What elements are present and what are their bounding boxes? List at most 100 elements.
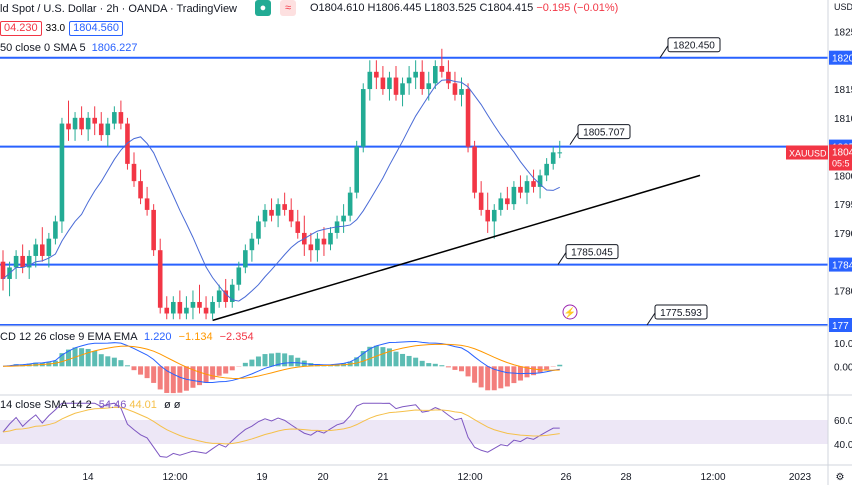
candle-body (478, 192, 484, 210)
macd-hist-bar (282, 353, 288, 367)
candle-body (92, 117, 97, 124)
ohlc-open: O1804.610 (310, 2, 365, 14)
candle-body (72, 117, 78, 130)
candle-body (511, 186, 517, 205)
macd-hist-bar (118, 360, 124, 367)
macd-hist-bar (452, 366, 458, 370)
rsi-tick: 40.00 (834, 440, 852, 451)
macd-hist-bar (151, 366, 157, 383)
countdown-value: 05:5 (832, 159, 850, 169)
candle-body (439, 66, 445, 72)
candle-body (79, 117, 84, 130)
rsi-pane (0, 402, 828, 458)
macd-hist-bar (465, 366, 471, 377)
symbol-tag (786, 145, 828, 160)
dot-green-icon[interactable]: ● (255, 0, 271, 16)
candle-body (66, 123, 71, 130)
macd-hist-bar (85, 348, 91, 367)
macd-hist-bar (98, 354, 104, 367)
candle-body (164, 307, 170, 314)
macd-hist-bar (400, 353, 406, 367)
symbol-title[interactable]: ld Spot / U.S. Dollar · 2h · OANDA · Tra… (0, 3, 237, 15)
lightning-icon: ⚡ (564, 306, 576, 319)
time-tick: 12:00 (700, 472, 725, 483)
candle-body (197, 301, 202, 308)
macd-hist-bar (393, 351, 399, 367)
approx-icon[interactable]: ≈ (280, 0, 296, 16)
sma-legend[interactable]: 50 close 0 SMA 5 1806.227 (0, 42, 138, 54)
currency-label: USD (834, 2, 852, 12)
candle-body (177, 301, 183, 314)
rsi-extra: ø ø (163, 399, 181, 411)
macd-hist-bar (472, 366, 478, 383)
candle-body (544, 163, 549, 176)
macd-hist-bar (92, 351, 98, 367)
candle-body (380, 77, 386, 90)
macd-signal-value: −1.134 (178, 331, 213, 343)
candle-body (426, 83, 432, 90)
candle-body (243, 250, 248, 268)
macd-line (2, 340, 560, 383)
candle-body (33, 244, 39, 256)
price-axis-badge (829, 257, 852, 272)
macd-hist-bar (491, 366, 497, 391)
candle-body (269, 209, 274, 216)
candle-body (262, 209, 268, 222)
candle-body (406, 77, 412, 84)
callout-box (565, 244, 619, 260)
price-tick: 1795 (834, 200, 852, 211)
macd-hist-bar (197, 366, 202, 386)
sell-button[interactable]: 04.230 (0, 20, 42, 36)
macd-tick: 0.00 (834, 362, 852, 373)
candle-body (433, 66, 438, 84)
candle-body (518, 186, 523, 193)
candle-body (505, 198, 510, 205)
candle-body (59, 123, 65, 222)
macd-hist-bar (177, 366, 183, 393)
spread-value: 33.0 (45, 22, 66, 34)
macd-hist-bar (223, 366, 229, 374)
candle-body (288, 209, 294, 222)
macd-hist-bar (504, 366, 510, 387)
macd-hist-bar (406, 355, 412, 367)
price-axis-badge (829, 50, 852, 65)
rsi-legend[interactable]: 14 close SMA 14 2 54.46 44.01 ø ø (0, 399, 180, 411)
macd-legend[interactable]: CD 12 26 close 9 EMA EMA 1.220 −1.134 −2… (0, 331, 254, 343)
macd-hist-bar (295, 357, 301, 367)
rsi-tick: 60.00 (834, 416, 852, 427)
candle-body (452, 83, 458, 95)
candle-body (184, 307, 189, 314)
time-tick: 20 (317, 472, 329, 483)
candle-body (210, 301, 215, 314)
callout-box (654, 304, 708, 320)
candle-body (256, 221, 261, 239)
macd-hist-bar (190, 366, 196, 388)
candle-body (53, 221, 58, 239)
chart-header: ld Spot / U.S. Dollar · 2h · OANDA · Tra… (0, 0, 237, 18)
callout-leader (557, 252, 567, 265)
macd-hist-bar (164, 366, 170, 393)
candle-body (393, 77, 399, 95)
macd-hist-bar (314, 363, 320, 367)
macd-hist-bar (144, 366, 150, 379)
candle-body (347, 192, 353, 216)
candle-body (0, 261, 6, 279)
callout-box (577, 124, 631, 140)
candle-body (360, 89, 366, 147)
time-tick: 14 (82, 472, 94, 483)
candle-body (275, 204, 281, 216)
time-tick: 19 (256, 472, 268, 483)
candle-body (282, 204, 287, 210)
price-axis-badge-label: 177 (832, 321, 849, 332)
sma-legend-value: 1806.227 (91, 42, 138, 54)
sma-legend-label: 50 close 0 SMA 5 (0, 42, 86, 54)
buy-button[interactable]: 1804.560 (69, 20, 124, 36)
macd-tick: 10.00 (834, 339, 852, 350)
macd-hist-bar (157, 366, 163, 390)
macd-hist-bar (498, 366, 504, 389)
callout-leader (646, 312, 656, 326)
macd-hist-bar (524, 366, 530, 378)
callout-leader (659, 45, 669, 58)
candle-body (367, 71, 373, 90)
